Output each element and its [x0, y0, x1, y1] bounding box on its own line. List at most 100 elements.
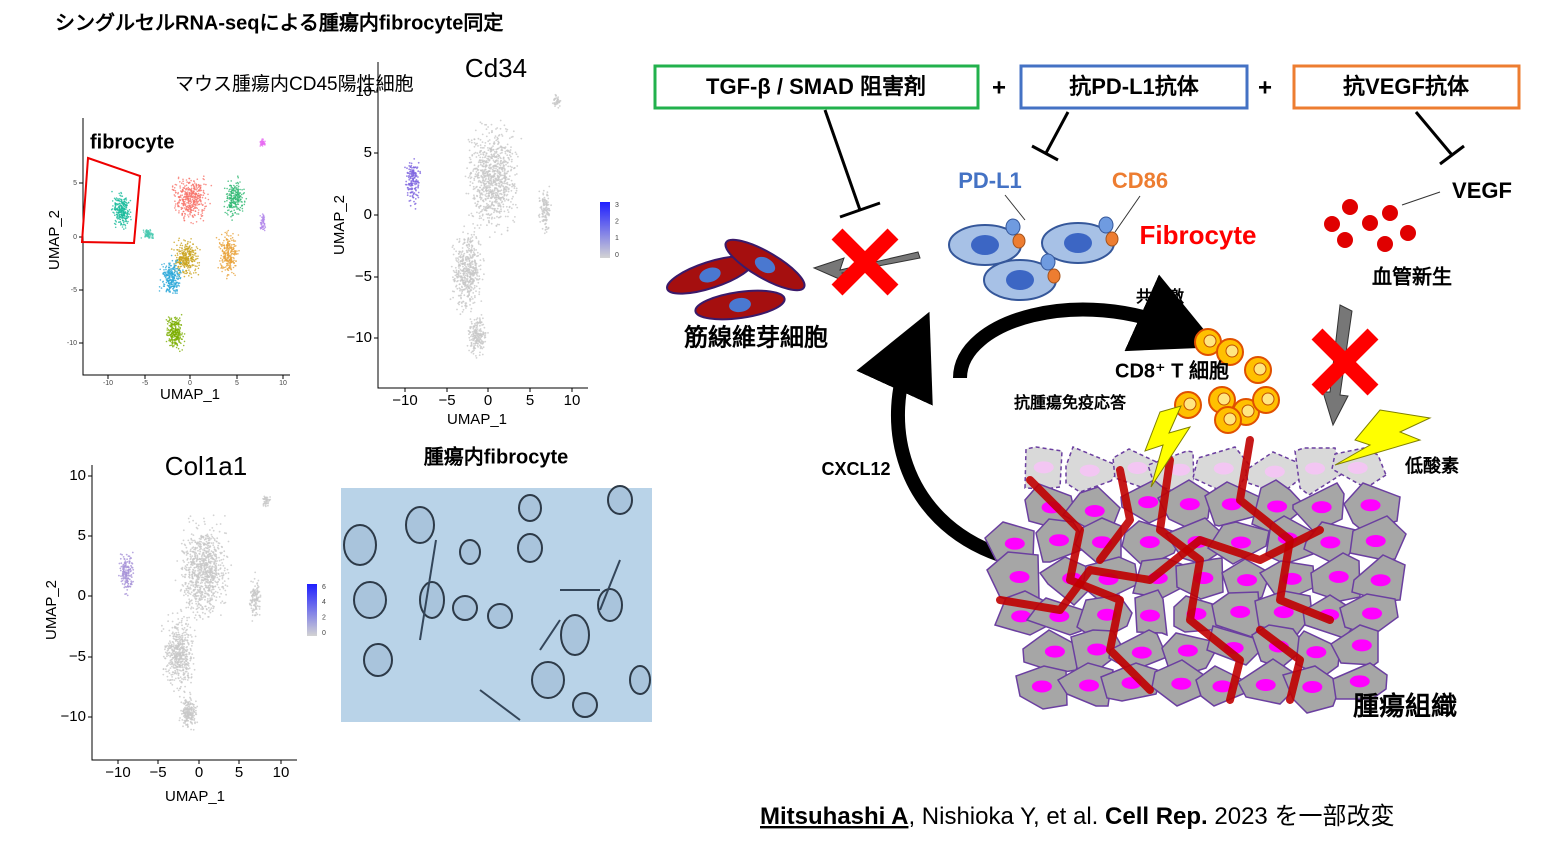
umap-point	[166, 284, 169, 287]
umap-point	[180, 610, 183, 613]
umap-point	[205, 540, 208, 543]
umap-point	[477, 171, 480, 174]
umap-point	[545, 201, 548, 204]
umap-point	[225, 193, 228, 195]
umap-point	[511, 152, 514, 155]
umap-point	[178, 330, 180, 333]
umap-point	[170, 248, 173, 250]
umap-point	[241, 196, 243, 199]
umap-point	[221, 574, 223, 577]
umap-point	[491, 207, 493, 210]
umap-point	[493, 196, 496, 199]
umap-point	[217, 542, 220, 544]
umap-point	[201, 606, 204, 609]
umap-point	[498, 154, 501, 157]
umap-point	[192, 249, 195, 252]
umap-point	[231, 243, 233, 246]
umap-point	[205, 559, 208, 562]
umap-point	[195, 559, 198, 562]
umap-point	[187, 582, 190, 585]
umap-point	[189, 212, 191, 215]
umap-point	[480, 330, 483, 332]
umap-point	[226, 264, 228, 267]
umap-point	[494, 231, 496, 234]
umap-point	[176, 275, 178, 278]
umap-point	[170, 325, 172, 327]
umap-point	[178, 324, 180, 326]
umap-point	[479, 215, 481, 218]
umap-point	[183, 265, 186, 268]
umap-point	[235, 201, 238, 203]
umap-point	[117, 221, 120, 223]
umap-point	[476, 278, 478, 280]
umap-point	[129, 216, 132, 218]
umap-point	[207, 589, 210, 592]
umap-point	[226, 187, 228, 190]
umap-point	[152, 237, 154, 239]
umap-point	[236, 195, 239, 198]
umap-point	[466, 275, 469, 278]
umap-point	[230, 194, 233, 197]
umap-point	[179, 185, 181, 187]
umap-point	[470, 310, 472, 313]
umap-point	[469, 184, 471, 187]
umap-point	[210, 607, 213, 609]
umap-point	[168, 276, 171, 279]
umap-point	[188, 177, 190, 180]
umap-point	[238, 197, 240, 199]
umap-point	[498, 204, 501, 207]
umap-point	[188, 192, 191, 195]
umap-point	[188, 272, 191, 275]
umap-point	[189, 553, 192, 556]
umap-point	[483, 259, 485, 262]
umap-point	[494, 181, 497, 184]
umap-point	[467, 329, 470, 332]
umap-point	[183, 261, 185, 263]
umap-point	[476, 328, 479, 330]
umap-point	[467, 249, 470, 252]
umap-point	[167, 316, 170, 318]
umap-point	[190, 187, 193, 190]
umap-point	[515, 153, 518, 156]
umap-point	[236, 203, 239, 205]
x-tick-label: −10	[392, 392, 417, 409]
umap-point	[478, 275, 481, 278]
umap-point	[130, 218, 132, 221]
umap-point	[486, 197, 489, 200]
umap-point	[491, 176, 493, 179]
umap-point	[115, 213, 118, 216]
umap-point	[464, 277, 466, 279]
umap-point	[200, 203, 203, 205]
umap-point	[499, 199, 502, 202]
umap-point	[490, 179, 492, 182]
umap-point	[236, 184, 238, 187]
umap-point	[178, 212, 180, 214]
umap-point	[494, 156, 496, 159]
umap-point	[478, 212, 481, 215]
umap-point	[486, 224, 488, 227]
umap-point	[179, 334, 181, 336]
umap-point	[187, 206, 190, 209]
umap-point	[191, 570, 194, 573]
umap-point	[187, 587, 190, 590]
umap-point	[174, 279, 177, 282]
umap-point	[511, 183, 514, 185]
umap-point	[508, 154, 511, 157]
umap-point	[184, 192, 186, 195]
umap-point	[165, 340, 168, 343]
umap-point	[483, 151, 486, 153]
umap-point	[194, 206, 196, 209]
umap-point	[162, 273, 165, 276]
umap-point	[184, 249, 187, 251]
umap-point	[231, 219, 233, 221]
umap-point	[492, 159, 495, 162]
umap-point	[238, 200, 240, 203]
umap-point	[469, 339, 471, 342]
umap-point	[214, 553, 217, 556]
umap-point	[221, 576, 224, 578]
umap-point	[485, 154, 487, 157]
umap-point	[479, 205, 482, 207]
umap-point	[185, 254, 187, 257]
umap-point	[459, 313, 462, 316]
umap-point	[237, 207, 240, 210]
